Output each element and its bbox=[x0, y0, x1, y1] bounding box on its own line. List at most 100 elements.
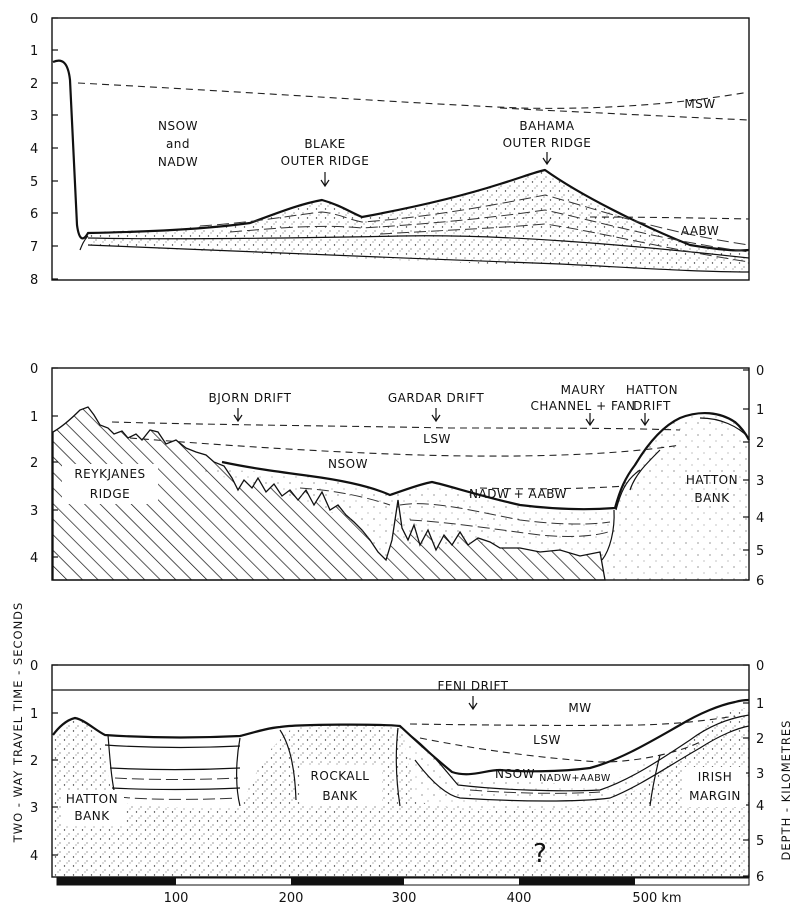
panel-b-label-maury-1: MAURY bbox=[561, 383, 606, 397]
panel-c-label-rockall-2: BANK bbox=[322, 789, 358, 803]
panel-b-label-hatton-drift-2: DRIFT bbox=[633, 399, 671, 413]
panel-a-tick-7: 7 bbox=[30, 240, 38, 255]
panel-a-label-blake-2: OUTER RIDGE bbox=[281, 154, 370, 168]
panel-b-depth-1: 1 bbox=[756, 403, 764, 418]
panel-a-tick-1: 1 bbox=[30, 44, 38, 59]
panel-c-tick-1: 1 bbox=[30, 707, 38, 722]
panel-a-frame bbox=[51, 17, 750, 281]
panel-b-reykjanes-label-bg bbox=[62, 464, 158, 504]
panel-a-tick-3: 3 bbox=[30, 109, 38, 124]
panel-b-label-nadw-aabw: NADW + AABW bbox=[469, 487, 567, 501]
panel-c-label-hatton-2: BANK bbox=[74, 809, 110, 823]
panel-b-tick-3: 3 bbox=[30, 504, 38, 519]
panel-b-hatton-drift-arrow bbox=[640, 413, 650, 427]
panel-b-label-hatton-drift-1: HATTON bbox=[626, 383, 678, 397]
panel-a-tick-4: 4 bbox=[30, 142, 38, 157]
panel-b-depth-2: 2 bbox=[756, 436, 764, 451]
panel-a-tick-0: 0 bbox=[30, 12, 38, 27]
x-tick-200: 200 bbox=[279, 891, 304, 905]
panel-c-tick-0: 0 bbox=[30, 659, 38, 674]
right-axis-title: DEPTH - KILOMETRES bbox=[779, 720, 793, 861]
panel-b-lsw-lower-boundary bbox=[129, 437, 681, 457]
x-tick-500: 500 km bbox=[632, 891, 681, 905]
panel-b-seafloor bbox=[221, 412, 750, 511]
left-axis-title: TWO - WAY TRAVEL TIME - SECONDS bbox=[11, 602, 25, 844]
panel-c-trough-sediment bbox=[400, 726, 660, 810]
panel-b-lsw-upper-boundary bbox=[111, 421, 681, 431]
panel-a-tick-6: 6 bbox=[30, 207, 38, 222]
panel-c-label-lsw: LSW bbox=[533, 733, 561, 747]
panel-b-label-hatton-bank-2: BANK bbox=[694, 491, 730, 505]
panel-c-depth-1: 1 bbox=[756, 697, 764, 712]
panel-c-label-irish-2: MARGIN bbox=[689, 789, 741, 803]
panel-b-tick-0: 0 bbox=[30, 362, 38, 377]
panel-c-label-nadw-aabw: NADW+AABW bbox=[539, 773, 611, 784]
panel-b-iceland-basin: 0 1 2 3 4 0 1 2 3 4 5 6 bbox=[30, 362, 764, 589]
panel-c-depth-5: 5 bbox=[756, 834, 764, 849]
panel-c-depth-4: 4 bbox=[756, 799, 764, 814]
panel-a-msw-lower-boundary bbox=[499, 107, 750, 121]
panel-a-reflector-1 bbox=[87, 235, 750, 259]
panel-c-mw-lower-boundary bbox=[409, 715, 736, 726]
panel-a-label-bahama-2: OUTER RIDGE bbox=[503, 136, 592, 150]
panel-c-basement-fill bbox=[53, 708, 749, 877]
panel-b-depth-6: 6 bbox=[756, 574, 764, 589]
panel-a-western-north-atlantic: 0 1 2 3 4 5 6 7 8 NSOW and NADW BLAKE OU… bbox=[30, 12, 750, 288]
panel-c-tick-3: 3 bbox=[30, 801, 38, 816]
panel-a-tick-2: 2 bbox=[30, 77, 38, 92]
panel-b-tick-1: 1 bbox=[30, 410, 38, 425]
panel-c-depth-3: 3 bbox=[756, 767, 764, 782]
panel-b-label-gardar: GARDAR DRIFT bbox=[388, 391, 485, 405]
x-tick-400: 400 bbox=[507, 891, 532, 905]
panel-c-rockall-trough: 0 1 2 3 4 0 1 2 3 4 5 6 bbox=[30, 659, 764, 885]
panel-c-label-mw: MW bbox=[568, 701, 591, 715]
panel-c-label-rockall-1: ROCKALL bbox=[311, 769, 370, 783]
panel-c-label-feni: FENI DRIFT bbox=[438, 679, 509, 693]
panel-c-seafloor bbox=[52, 698, 750, 776]
panel-b-nsow-boundary bbox=[479, 485, 626, 490]
panel-a-slope-foot bbox=[79, 235, 89, 251]
panel-b-label-maury-2: CHANNEL + FAN bbox=[530, 399, 635, 413]
panel-b-label-reykjanes-2: RIDGE bbox=[90, 487, 131, 501]
panel-b-depth-4: 4 bbox=[756, 511, 764, 526]
panel-a-label-and: and bbox=[166, 137, 190, 151]
panel-a-bahama-arrow bbox=[542, 152, 552, 166]
panel-b-depth-5: 5 bbox=[756, 544, 764, 559]
panel-b-label-bjorn: BJORN DRIFT bbox=[209, 391, 292, 405]
panel-b-tick-2: 2 bbox=[30, 456, 38, 471]
panel-c-label-bgs bbox=[62, 766, 746, 826]
panel-b-maury-arrow bbox=[585, 413, 595, 427]
panel-a-sediment-fill bbox=[88, 170, 749, 272]
panel-a-label-aabw: AABW bbox=[681, 224, 719, 238]
x-tick-300: 300 bbox=[392, 891, 417, 905]
panel-a-tick-5: 5 bbox=[30, 175, 38, 190]
panel-c-label-hatton-1: HATTON bbox=[66, 792, 118, 806]
panel-a-label-blake-1: BLAKE bbox=[304, 137, 345, 151]
panel-b-depth-0: 0 bbox=[756, 364, 764, 379]
panel-c-depth-6: 6 bbox=[756, 870, 764, 885]
panel-b-bjorn-arrow bbox=[233, 408, 243, 423]
panel-a-label-bahama-1: BAHAMA bbox=[519, 119, 575, 133]
panel-b-depth-3: 3 bbox=[756, 474, 764, 489]
panel-c-tick-4: 4 bbox=[30, 849, 38, 864]
panel-c-label-irish-1: IRISH bbox=[698, 770, 733, 784]
panel-a-label-nadw: NADW bbox=[158, 155, 198, 169]
panel-a-seafloor bbox=[52, 59, 750, 252]
panel-a-aabw-boundary bbox=[589, 216, 750, 220]
panel-c-feni-arrow bbox=[468, 696, 478, 711]
panel-b-label-nsow: NSOW bbox=[328, 457, 368, 471]
panel-b-hatton-slope-line bbox=[601, 509, 615, 561]
x-scale-bar: 100 200 300 400 500 km bbox=[56, 877, 750, 905]
panel-a-label-nsow: NSOW bbox=[158, 119, 198, 133]
panel-b-label-reykjanes-1: REYKJANES bbox=[74, 467, 145, 481]
panel-a-y-axis: 0 1 2 3 4 5 6 7 8 bbox=[30, 12, 58, 288]
panel-c-depth-0: 0 bbox=[756, 659, 764, 674]
panel-a-tick-8: 8 bbox=[30, 273, 38, 288]
x-tick-100: 100 bbox=[164, 891, 189, 905]
panel-b-gardar-arrow bbox=[431, 408, 441, 423]
panel-b-label-lsw: LSW bbox=[423, 432, 451, 446]
panel-a-label-msw: MSW bbox=[684, 97, 715, 111]
panel-b-label-hatton-bank-1: HATTON bbox=[686, 473, 738, 487]
panel-c-question-mark: ? bbox=[533, 839, 547, 869]
